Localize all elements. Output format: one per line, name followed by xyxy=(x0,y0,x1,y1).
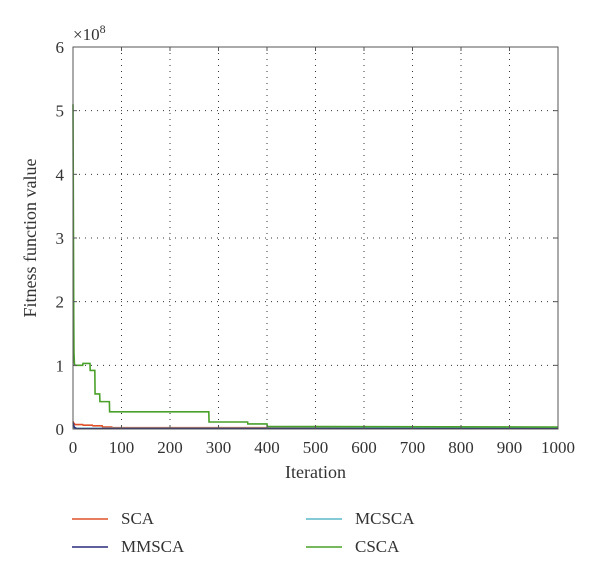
x-tick-label: 800 xyxy=(448,438,474,457)
x-tick-label: 900 xyxy=(497,438,523,457)
x-tick-label: 100 xyxy=(109,438,135,457)
y-tick-label: 3 xyxy=(56,229,65,248)
series-lines xyxy=(72,104,559,430)
x-tick-label: 0 xyxy=(69,438,78,457)
legend: SCA MCSCA MMSCA CSCA xyxy=(72,509,415,556)
y-tick-label: 1 xyxy=(56,356,65,375)
y-tick-label: 6 xyxy=(56,38,65,57)
x-tick-label: 1000 xyxy=(541,438,575,457)
grid xyxy=(73,47,558,429)
legend-label-mcsca: MCSCA xyxy=(355,509,415,528)
x-tick-label: 200 xyxy=(157,438,183,457)
y-tick-label: 2 xyxy=(56,293,65,312)
y-axis-title: Fitness function value xyxy=(20,159,40,318)
series-line-csca xyxy=(72,104,559,428)
y-tick-label: 4 xyxy=(56,165,65,184)
y-multiplier-label: ×108 xyxy=(73,22,106,44)
y-tick-label: 5 xyxy=(56,102,65,121)
x-tick-label: 600 xyxy=(351,438,377,457)
legend-label-sca: SCA xyxy=(121,509,155,528)
x-tick-label: 300 xyxy=(206,438,232,457)
x-tick-label: 500 xyxy=(303,438,329,457)
x-tick-label: 400 xyxy=(254,438,280,457)
x-tick-label: 700 xyxy=(400,438,426,457)
y-tick-label: 0 xyxy=(56,420,65,439)
legend-label-mmsca: MMSCA xyxy=(121,537,185,556)
ticks: 0 100 200 300 400 500 600 700 800 900 1000 0 1 2 3 4 5 6 xyxy=(56,38,576,457)
x-axis-title: Iteration xyxy=(285,462,346,482)
series-line-sca xyxy=(72,421,558,429)
legend-label-csca: CSCA xyxy=(355,537,400,556)
